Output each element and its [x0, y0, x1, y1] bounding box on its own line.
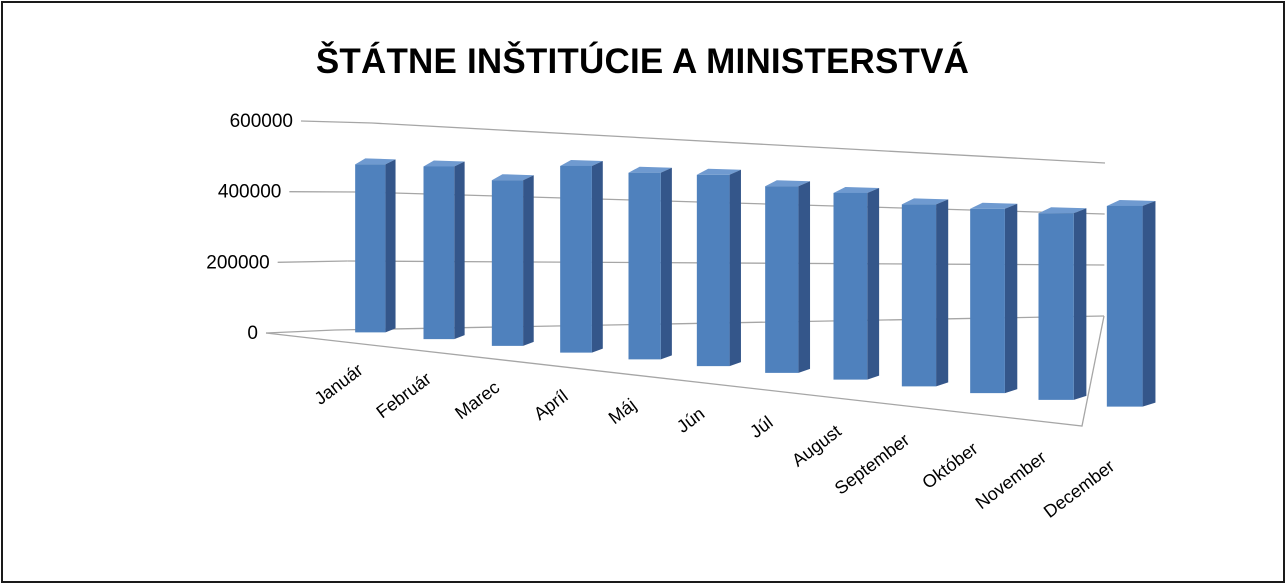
bar-front — [560, 165, 592, 353]
bar-side — [936, 199, 949, 387]
chart-title: ŠTÁTNE INŠTITÚCIE A MINISTERSTVÁ — [315, 42, 970, 81]
gridline-side — [300, 120, 373, 124]
gridline-side — [277, 260, 348, 263]
bar-top — [423, 160, 465, 167]
x-tick-label: November — [972, 447, 1050, 513]
bar — [560, 159, 603, 353]
y-tick-label: 200000 — [206, 252, 269, 273]
bar — [1106, 199, 1156, 407]
bar-top — [765, 180, 811, 187]
y-tick-label: 400000 — [218, 182, 281, 203]
bar-top — [560, 159, 603, 166]
gridline-back — [371, 122, 1106, 164]
bar-top — [1106, 199, 1156, 206]
floor-edge — [265, 315, 1105, 427]
bar-side — [867, 187, 880, 380]
bar-top — [355, 158, 396, 165]
y-axis-ticks: 0 200000 400000 600000 — [206, 111, 293, 344]
bar-side — [523, 175, 534, 346]
bars — [355, 158, 1156, 407]
bar-side — [385, 159, 396, 333]
bar-front — [1106, 205, 1143, 407]
x-tick-label: Marec — [451, 377, 503, 423]
bar-side — [1073, 208, 1087, 400]
bar-side — [1142, 200, 1156, 407]
x-tick-label: August — [788, 421, 845, 471]
bar-front — [696, 174, 730, 367]
gridline-side — [265, 329, 336, 334]
bar-front — [423, 166, 455, 340]
bar-top — [696, 168, 741, 175]
bar-front — [901, 204, 937, 387]
x-tick-label: Október — [918, 438, 981, 493]
bar — [628, 166, 672, 360]
bar-top — [970, 202, 1018, 209]
bar-front — [1038, 213, 1074, 400]
x-tick-label: September — [831, 430, 913, 499]
bar — [833, 186, 880, 380]
bar-side — [1004, 203, 1018, 394]
bar — [970, 202, 1018, 394]
bar — [765, 180, 811, 373]
y-tick-label: 0 — [247, 323, 258, 344]
bar-front — [628, 172, 661, 360]
bar — [491, 174, 534, 346]
bar-front — [970, 208, 1005, 394]
x-tick-label: Január — [311, 360, 367, 409]
bar-top — [491, 174, 534, 181]
x-tick-label: Máj — [605, 395, 640, 428]
bar — [901, 198, 949, 387]
bar — [1038, 207, 1087, 400]
bar-front — [355, 164, 386, 333]
bar — [696, 168, 741, 367]
bar — [355, 158, 396, 333]
bar-side — [798, 181, 811, 373]
chart-floor — [265, 315, 1105, 427]
bar-front — [833, 192, 868, 380]
bar-side — [660, 167, 672, 360]
x-tick-label: Jún — [673, 403, 708, 436]
bar-top — [1038, 207, 1087, 214]
bar-top — [901, 198, 949, 205]
x-tick-label: Február — [373, 368, 435, 422]
x-tick-label: Júl — [746, 412, 776, 442]
bar-side — [591, 160, 603, 353]
bar-top — [833, 186, 880, 193]
bar-front — [765, 186, 799, 373]
bar-top — [628, 166, 672, 173]
x-tick-label: Apríl — [530, 386, 572, 424]
bar — [423, 160, 465, 340]
bar-front — [491, 180, 524, 346]
y-tick-label: 600000 — [230, 111, 293, 132]
bar-side — [729, 169, 741, 367]
x-tick-label: December — [1040, 456, 1118, 522]
bar-side — [454, 161, 465, 340]
